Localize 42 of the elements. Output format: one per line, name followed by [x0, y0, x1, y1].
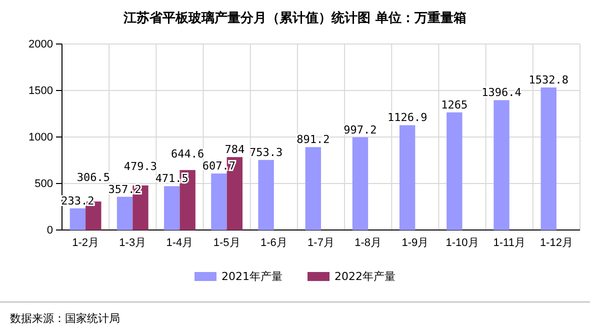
- data-label: 1532.8: [528, 73, 568, 86]
- bar: [352, 137, 368, 230]
- bar: [164, 186, 180, 230]
- x-tick-label: 1-6月: [260, 236, 288, 249]
- data-label: 306.5: [76, 170, 110, 184]
- bar: [258, 160, 274, 230]
- x-tick-label: 1-3月: [119, 236, 146, 249]
- x-tick-label: 1-8月: [354, 236, 382, 249]
- x-tick-label: 1-5月: [213, 236, 240, 249]
- data-label: 784: [224, 143, 245, 156]
- bar: [540, 87, 556, 230]
- legend-label: 2022年产量: [334, 270, 396, 283]
- y-tick-label: 1500: [28, 85, 53, 98]
- bar: [494, 100, 510, 230]
- data-label: 1396.4: [482, 86, 522, 100]
- x-tick-label: 1-11月: [493, 236, 526, 249]
- data-label: 1265: [441, 98, 468, 112]
- chart-title: 江苏省平板玻璃产量分月（累计值）统计图 单位：万重量箱: [122, 10, 466, 26]
- bar: [446, 112, 462, 230]
- bar: [399, 125, 416, 230]
- x-tick-label: 1-7月: [308, 236, 334, 249]
- y-tick-label: 2000: [28, 38, 53, 51]
- legend-label: 2021年产量: [222, 270, 282, 283]
- x-tick-label: 1-9月: [402, 236, 429, 249]
- x-tick-label: 1-12月: [540, 236, 573, 249]
- data-label: 1126.9: [387, 111, 428, 124]
- data-label: 891.2: [296, 133, 330, 146]
- x-tick-label: 1-10月: [446, 236, 479, 249]
- data-label: 644.6: [171, 147, 204, 160]
- x-tick-label: 1-2月: [72, 236, 99, 249]
- bar: [116, 196, 133, 230]
- y-tick-label: 0: [46, 224, 53, 237]
- bar: [211, 173, 227, 230]
- y-tick-label: 500: [34, 178, 53, 190]
- data-label: 753.3: [250, 146, 283, 159]
- bar: [305, 147, 321, 230]
- bar: [70, 208, 86, 230]
- y-tick-label: 1000: [28, 132, 53, 144]
- data-label: 997.2: [344, 123, 377, 136]
- data-label: 479.3: [124, 160, 158, 174]
- x-tick-label: 1-4月: [166, 236, 194, 249]
- source-note: 数据来源：国家统计局: [10, 312, 120, 325]
